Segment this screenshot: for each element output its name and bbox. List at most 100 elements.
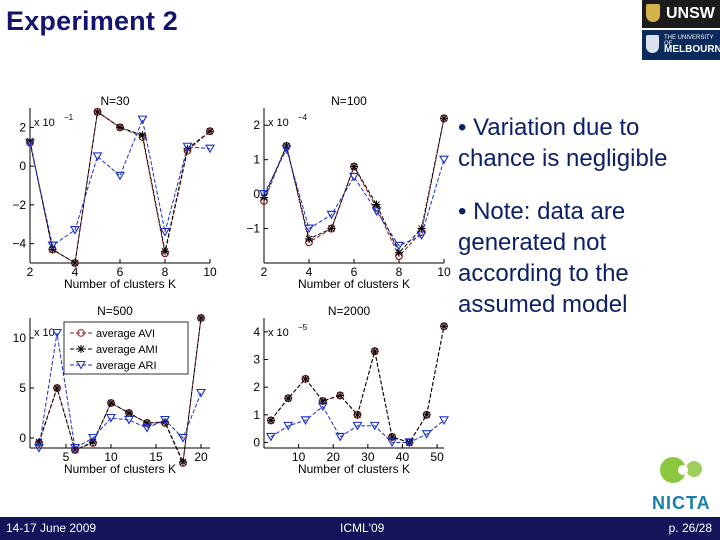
bullet-list: • Variation due to chance is negligible … xyxy=(452,112,714,320)
series-point xyxy=(421,430,432,439)
series-point xyxy=(336,391,345,400)
y-tick-label: −1 xyxy=(246,222,260,236)
series-point xyxy=(265,432,276,442)
series-line xyxy=(270,326,445,444)
y-tick-label: 10 xyxy=(13,331,27,345)
series-point xyxy=(422,410,431,419)
series-point xyxy=(47,241,58,251)
chart-title: N=100 xyxy=(331,94,367,108)
series-point-stroke xyxy=(371,347,379,355)
series-point-stroke xyxy=(267,416,275,424)
series-point xyxy=(259,190,269,199)
x-tick-label: 30 xyxy=(361,450,375,464)
x-axis-label: Number of clusters K xyxy=(64,277,176,291)
chart-title: N=30 xyxy=(100,94,129,108)
series-point-stroke xyxy=(125,409,133,417)
series-point-stroke xyxy=(139,131,146,139)
series-point xyxy=(394,241,404,251)
legend-label: average AMI xyxy=(96,344,158,356)
series-point xyxy=(115,171,125,181)
y-tick-label: 0 xyxy=(253,187,260,201)
unsw-crest-icon xyxy=(646,4,660,22)
series-line xyxy=(29,117,211,247)
x-tick-label: 40 xyxy=(396,450,410,464)
university-logos: UNSW THE UNIVERSITY OF MELBOURNE xyxy=(642,0,720,62)
series-point xyxy=(326,210,337,220)
x-tick-label: 2 xyxy=(27,265,34,279)
y-tick-label: 0 xyxy=(253,435,260,449)
legend-marker xyxy=(77,345,85,353)
scale-factor-exponent: −4 xyxy=(298,113,308,122)
scale-factor-label: x 10 xyxy=(268,327,289,339)
x-tick-label: 10 xyxy=(104,450,118,464)
series-point xyxy=(93,107,102,116)
series-line xyxy=(263,118,445,254)
series-point xyxy=(353,410,362,419)
x-tick-label: 50 xyxy=(430,450,444,464)
series-point-stroke xyxy=(206,127,214,135)
x-tick-label: 8 xyxy=(162,265,169,279)
bullet-point-1: • Variation due to chance is negligible xyxy=(458,114,668,172)
x-tick-label: 6 xyxy=(117,265,124,279)
series-point xyxy=(70,226,80,235)
scale-factor-label: x 10 xyxy=(34,327,55,339)
series-point xyxy=(301,374,310,383)
legend-marker-stroke xyxy=(77,345,85,353)
x-tick-label: 15 xyxy=(149,450,163,464)
series-point xyxy=(70,443,80,453)
series-line xyxy=(29,111,211,264)
scale-factor-exponent: −5 xyxy=(298,323,308,332)
x-axis-label: Number of clusters K xyxy=(298,462,410,476)
bullet-point-2: • Note: data are generated not according… xyxy=(458,198,629,318)
series-point xyxy=(404,438,415,448)
series-point xyxy=(160,227,170,237)
y-tick-label: 2 xyxy=(253,118,260,132)
series-line xyxy=(29,111,211,264)
chart-panel-4: 10 20 30 40 50 0 1 2 3 4 Number of clusters K N=200… xyxy=(253,304,449,476)
series-line xyxy=(38,332,202,449)
series-point xyxy=(284,394,293,403)
series-point xyxy=(350,162,358,171)
series-point xyxy=(369,421,380,431)
series-point xyxy=(206,127,214,136)
series-point xyxy=(439,155,449,165)
y-tick-label: 1 xyxy=(253,408,260,422)
nicta-logo-text: NICTA xyxy=(652,493,711,513)
series-point-stroke xyxy=(197,314,205,322)
melbourne-logo: THE UNIVERSITY OF MELBOURNE xyxy=(642,30,720,60)
scale-factor-label: x 10 xyxy=(34,117,55,129)
scale-factor-exponent: −1 xyxy=(64,113,74,122)
series-point xyxy=(335,432,346,442)
series-point xyxy=(52,328,62,338)
y-tick-label: 2 xyxy=(253,380,260,394)
footer-page-number: p. 26/28 xyxy=(668,521,712,535)
series-point xyxy=(304,224,314,234)
y-tick-label: −2 xyxy=(12,198,26,212)
melbourne-logo-small-text: THE UNIVERSITY OF xyxy=(664,35,714,47)
scale-factor-label: x 10 xyxy=(268,117,289,129)
series-point xyxy=(417,224,426,233)
unsw-logo: UNSW xyxy=(642,0,720,28)
series-point-stroke xyxy=(284,394,292,402)
legend-marker xyxy=(77,329,85,337)
series-point xyxy=(197,314,205,322)
series-point xyxy=(137,115,148,125)
series-point-stroke xyxy=(328,225,335,232)
series-point-stroke xyxy=(418,225,425,232)
series-point xyxy=(71,259,79,267)
series-point xyxy=(372,200,381,209)
x-tick-label: 10 xyxy=(437,265,451,279)
series-point-stroke xyxy=(440,322,448,330)
series-line xyxy=(263,118,445,257)
x-tick-label: 4 xyxy=(306,265,313,279)
nicta-logo: NICTA xyxy=(650,455,716,515)
series-point-stroke xyxy=(116,124,124,131)
series-point xyxy=(116,123,124,132)
series-point-stroke xyxy=(302,375,309,383)
series-point xyxy=(178,433,188,443)
legend-label: average AVI xyxy=(96,328,155,340)
series-point xyxy=(179,458,187,466)
x-tick-label: 10 xyxy=(203,265,217,279)
